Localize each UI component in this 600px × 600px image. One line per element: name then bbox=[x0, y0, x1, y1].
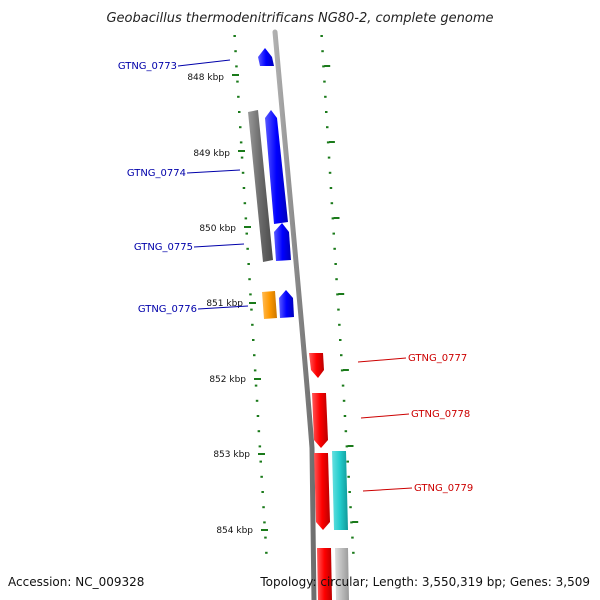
gene-arrows bbox=[258, 48, 332, 600]
gene-arrow-gtng-0775[interactable] bbox=[274, 223, 291, 261]
gene-label-gtng-0776[interactable]: GTNG_0776 bbox=[138, 304, 197, 315]
scale-tick: 854 kbp bbox=[216, 526, 268, 536]
gene-label-gtng-0779[interactable]: GTNG_0779 bbox=[414, 483, 473, 494]
gene-label-group-gtng-0776[interactable]: GTNG_0776 bbox=[138, 304, 249, 315]
gene-label-gtng-0774[interactable]: GTNG_0774 bbox=[127, 168, 186, 179]
gene-arrow-gtng-0774[interactable] bbox=[265, 110, 288, 224]
light-feature bbox=[335, 548, 349, 600]
genome-backbone bbox=[272, 29, 317, 600]
gene-label-group-gtng-0774[interactable]: GTNG_0774 bbox=[127, 168, 241, 179]
tick-label-848: 848 kbp bbox=[187, 73, 224, 83]
scale-tick: 852 kbp bbox=[209, 375, 261, 385]
topology-text: Topology: circular; Length: 3,550,319 bp… bbox=[259, 575, 590, 589]
gene-label-gtng-0773[interactable]: GTNG_0773 bbox=[118, 61, 177, 72]
gene-arrow-gtng-0773[interactable] bbox=[258, 48, 274, 66]
gene-arrow-gtng-0778[interactable] bbox=[312, 393, 328, 448]
scale-tick: 850 kbp bbox=[199, 224, 251, 234]
gene-label-group-gtng-0775[interactable]: GTNG_0775 bbox=[134, 242, 245, 253]
scale-tick: 853 kbp bbox=[213, 450, 265, 460]
tick-label-853: 853 kbp bbox=[213, 450, 250, 460]
accession-text: Accession: NC_009328 bbox=[8, 575, 144, 589]
gene-arrow-continued bbox=[317, 548, 332, 600]
gene-arrow-gtng-0779[interactable] bbox=[314, 453, 330, 530]
cyan-feature bbox=[332, 451, 348, 530]
scale-axis: 848 kbp 849 kbp 850 kbp 851 kbp 852 kbp … bbox=[187, 73, 268, 536]
minor-ticks bbox=[233, 35, 359, 554]
gene-label-gtng-0778[interactable]: GTNG_0778 bbox=[411, 409, 470, 420]
gene-arrow-gtng-0776[interactable] bbox=[279, 290, 294, 318]
tick-label-849: 849 kbp bbox=[193, 149, 230, 159]
map-title: Geobacillus thermodenitrificans NG80-2, … bbox=[106, 11, 493, 26]
tick-label-852: 852 kbp bbox=[209, 375, 246, 385]
scale-tick: 849 kbp bbox=[193, 149, 245, 159]
other-features bbox=[248, 110, 349, 600]
gene-label-group-gtng-0779[interactable]: GTNG_0779 bbox=[362, 483, 473, 494]
gene-label-gtng-0775[interactable]: GTNG_0775 bbox=[134, 242, 193, 253]
orange-feature bbox=[262, 291, 277, 319]
rna-feature-bar bbox=[248, 110, 273, 262]
tick-label-854: 854 kbp bbox=[216, 526, 253, 536]
tick-label-851: 851 kbp bbox=[206, 299, 243, 309]
scale-tick: 851 kbp bbox=[206, 299, 256, 309]
gene-arrow-gtng-0777[interactable] bbox=[309, 353, 324, 378]
gene-labels: GTNG_0773 GTNG_0774 GTNG_0775 GTNG_0776 … bbox=[118, 59, 473, 494]
gene-label-group-gtng-0773[interactable]: GTNG_0773 bbox=[118, 59, 231, 72]
gene-label-gtng-0777[interactable]: GTNG_0777 bbox=[408, 353, 467, 364]
scale-tick: 848 kbp bbox=[187, 73, 239, 83]
gene-label-group-gtng-0778[interactable]: GTNG_0778 bbox=[360, 409, 470, 420]
gene-label-group-gtng-0777[interactable]: GTNG_0777 bbox=[357, 353, 467, 364]
tick-label-850: 850 kbp bbox=[199, 224, 236, 234]
